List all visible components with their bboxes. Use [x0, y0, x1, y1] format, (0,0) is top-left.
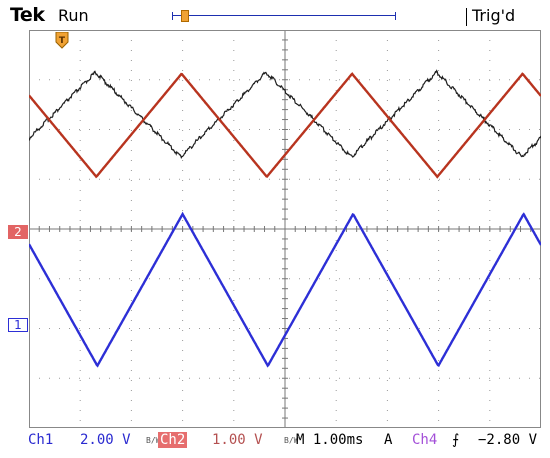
trigger-status: Trig'd [472, 6, 516, 25]
ch2-ground-marker[interactable]: 2 [8, 225, 28, 239]
record-length-bar [172, 10, 396, 22]
bandwidth-limit-icon: B/W [284, 436, 299, 445]
trigger-marker-icon[interactable]: T [55, 32, 69, 54]
timebase[interactable]: M 1.00ms [296, 432, 364, 448]
ch1-label[interactable]: Ch1 [28, 432, 54, 448]
graticule [29, 30, 541, 428]
waveform-display [29, 30, 541, 428]
ch2-trace [29, 72, 541, 179]
ch4-trace [29, 69, 541, 160]
top-status-bar: Tek Run Trig'd [0, 0, 550, 30]
rising-edge-icon[interactable]: ⨍ [452, 432, 460, 448]
ch1-trace [29, 211, 541, 368]
brand-logo: Tek [10, 4, 45, 26]
acquisition-state: Run [58, 6, 89, 25]
ch2-scale[interactable]: 1.00 V [212, 432, 263, 448]
bandwidth-limit-icon: B/W [146, 436, 161, 445]
trigger-channel[interactable]: Ch4 [412, 432, 438, 448]
trigger-level[interactable]: −2.80 V [478, 432, 538, 448]
trigger-source[interactable]: A [384, 432, 393, 448]
trigger-position-icon[interactable] [181, 10, 189, 22]
ch2-label[interactable]: Ch2 [158, 432, 188, 448]
trigger-marker-label: T [59, 36, 66, 46]
ch1-ground-marker[interactable]: 1 [8, 318, 28, 332]
bottom-status-bar: Ch1 2.00 V B/W Ch2 1.00 V B/W M 1.00ms A… [0, 430, 550, 454]
ch1-scale[interactable]: 2.00 V [80, 432, 131, 448]
